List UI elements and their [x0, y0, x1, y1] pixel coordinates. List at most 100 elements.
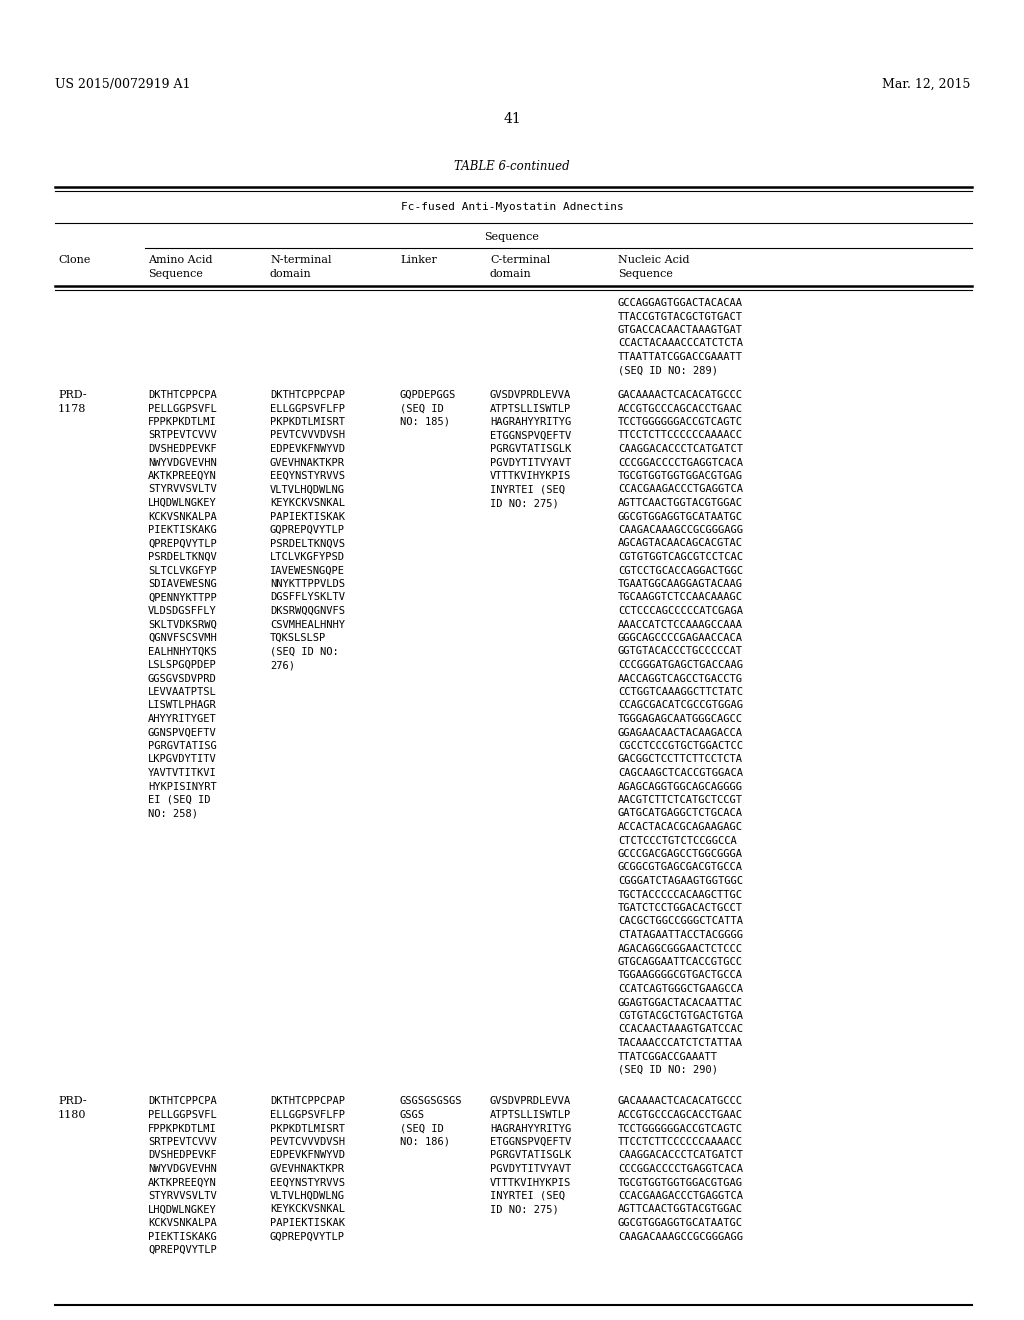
Text: PKPKDTLMISRT: PKPKDTLMISRT	[270, 1123, 345, 1134]
Text: QPREPQVYTLP: QPREPQVYTLP	[148, 539, 217, 549]
Text: (SEQ ID NO: 289): (SEQ ID NO: 289)	[618, 366, 718, 375]
Text: LHQDWLNGKEY: LHQDWLNGKEY	[148, 1204, 217, 1214]
Text: NNYKTTPPVLDS: NNYKTTPPVLDS	[270, 579, 345, 589]
Text: QPENNYKTTPP: QPENNYKTTPP	[148, 593, 217, 602]
Text: CCCGGACCCCTGAGGTCACA: CCCGGACCCCTGAGGTCACA	[618, 1164, 743, 1173]
Text: CSVMHEALHNHY: CSVMHEALHNHY	[270, 619, 345, 630]
Text: TTCCTCTTCCCCCCAAAACC: TTCCTCTTCCCCCCAAAACC	[618, 430, 743, 441]
Text: TGCTACCCCCACAАGCTTGC: TGCTACCCCCACAАGCTTGC	[618, 890, 743, 899]
Text: GVEVHNAKTKPR: GVEVHNAKTKPR	[270, 1164, 345, 1173]
Text: GQPDEPGGS: GQPDEPGGS	[400, 389, 457, 400]
Text: NO: 186): NO: 186)	[400, 1137, 450, 1147]
Text: CAAGACAAAGCCGCGGGAGG: CAAGACAAAGCCGCGGGAGG	[618, 1232, 743, 1242]
Text: CCTGGTCАAAGGCTTCTATC: CCTGGTCАAAGGCTTCTATC	[618, 686, 743, 697]
Text: NO: 185): NO: 185)	[400, 417, 450, 426]
Text: PGRGVTATISGLK: PGRGVTATISGLK	[490, 1151, 571, 1160]
Text: PEVTCVVVDVSH: PEVTCVVVDVSH	[270, 430, 345, 441]
Text: CGCCTCCCGTGCTGGACTCC: CGCCTCCCGTGCTGGACTCC	[618, 741, 743, 751]
Text: (SEQ ID NO: 290): (SEQ ID NO: 290)	[618, 1065, 718, 1074]
Text: (SEQ ID: (SEQ ID	[400, 1123, 443, 1134]
Text: GCGGCGTGAGCGACGTGCCA: GCGGCGTGAGCGACGTGCCA	[618, 862, 743, 873]
Text: AGACAGGCGGGAACTCTCCC: AGACAGGCGGGAACTCTCCC	[618, 944, 743, 953]
Text: HAGRAHYYRITYG: HAGRAHYYRITYG	[490, 417, 571, 426]
Text: AGTTCAACTGGTACGTGGAC: AGTTCAACTGGTACGTGGAC	[618, 498, 743, 508]
Text: US 2015/0072919 A1: US 2015/0072919 A1	[55, 78, 190, 91]
Text: PEVTCVVVDVSH: PEVTCVVVDVSH	[270, 1137, 345, 1147]
Text: AGCAGTACAACАGCACGTAC: AGCAGTACAACАGCACGTAC	[618, 539, 743, 549]
Text: TTATCGGACCGAAATT: TTATCGGACCGAAATT	[618, 1052, 718, 1061]
Text: KCKVSNKALPA: KCKVSNKALPA	[148, 511, 217, 521]
Text: HYKPISINYRT: HYKPISINYRT	[148, 781, 217, 792]
Text: GGCGTGGAGGTGCATAATGC: GGCGTGGAGGTGCATAATGC	[618, 1218, 743, 1228]
Text: DKTHTCPPCPAP: DKTHTCPPCPAP	[270, 1097, 345, 1106]
Text: TACAАACCCАTCTCTATТAA: TACAАACCCАTCTCTATТAA	[618, 1038, 743, 1048]
Text: STYRVVSVLTV: STYRVVSVLTV	[148, 484, 217, 495]
Text: TTACCGTGTACGCTGTGACT: TTACCGTGTACGCTGTGACT	[618, 312, 743, 322]
Text: VLTVLHQDWLNG: VLTVLHQDWLNG	[270, 484, 345, 495]
Text: GVEVHNAKTKPR: GVEVHNAKTKPR	[270, 458, 345, 467]
Text: LSLSPGQPDEP: LSLSPGQPDEP	[148, 660, 217, 671]
Text: TGGGAGAGCAATGGGCAGCC: TGGGAGAGCAATGGGCAGCC	[618, 714, 743, 723]
Text: ELLGGPSVFLFP: ELLGGPSVFLFP	[270, 1110, 345, 1119]
Text: CTATAGAATTACCTACGGGG: CTATAGAATTACCTACGGGG	[618, 931, 743, 940]
Text: QPREPQVYTLP: QPREPQVYTLP	[148, 1245, 217, 1255]
Text: PRD-: PRD-	[58, 1097, 87, 1106]
Text: PELLGGPSVFL: PELLGGPSVFL	[148, 404, 217, 413]
Text: Sequence: Sequence	[484, 232, 540, 242]
Text: LISWTLPHAGR: LISWTLPHAGR	[148, 701, 217, 710]
Text: Sequence: Sequence	[148, 269, 203, 279]
Text: EDPEVKFNWYVD: EDPEVKFNWYVD	[270, 1151, 345, 1160]
Text: CTCTCCCTGTCTCCGGCCA: CTCTCCCTGTCTCCGGCCA	[618, 836, 736, 846]
Text: SLTCLVKGFYP: SLTCLVKGFYP	[148, 565, 217, 576]
Text: EEQYNSTYRVVS: EEQYNSTYRVVS	[270, 1177, 345, 1188]
Text: NWYVDGVEVHN: NWYVDGVEVHN	[148, 1164, 217, 1173]
Text: GCCCGACGAGCCTGGCGGGA: GCCCGACGAGCCTGGCGGGA	[618, 849, 743, 859]
Text: ACCACTACACGCAGAAGAGC: ACCACTACACGCAGAAGAGC	[618, 822, 743, 832]
Text: TGAATGGCAAGGAGTACAAG: TGAATGGCAAGGAGTACAAG	[618, 579, 743, 589]
Text: YAVTVTITKVI: YAVTVTITKVI	[148, 768, 217, 777]
Text: PSRDELTKNQVS: PSRDELTKNQVS	[270, 539, 345, 549]
Text: DKTHTCPPCPA: DKTHTCPPCPA	[148, 1097, 217, 1106]
Text: PRD-: PRD-	[58, 389, 87, 400]
Text: Nucleic Acid: Nucleic Acid	[618, 255, 689, 265]
Text: GACAAAACTCACACATGCCC: GACAAAACTCACACATGCCC	[618, 1097, 743, 1106]
Text: AACCAGGTCAGCCTGACCTG: AACCAGGTCAGCCTGACCTG	[618, 673, 743, 684]
Text: Amino Acid: Amino Acid	[148, 255, 213, 265]
Text: ATPTSLLISWTLP: ATPTSLLISWTLP	[490, 1110, 571, 1119]
Text: DVSHEDPEVKF: DVSHEDPEVKF	[148, 444, 217, 454]
Text: LEVVAATPTSL: LEVVAATPTSL	[148, 686, 217, 697]
Text: EDPEVKFNWYVD: EDPEVKFNWYVD	[270, 444, 345, 454]
Text: LTCLVKGFYPSD: LTCLVKGFYPSD	[270, 552, 345, 562]
Text: AKTKPREEQYN: AKTKPREEQYN	[148, 1177, 217, 1188]
Text: PGVDYTITVYAVT: PGVDYTITVYAVT	[490, 1164, 571, 1173]
Text: CCAGCGACATCGCCGTGGAG: CCAGCGACATCGCCGTGGAG	[618, 701, 743, 710]
Text: 41: 41	[503, 112, 521, 125]
Text: CGTGTACGCTGTGACTGTGA: CGTGTACGCTGTGACTGTGA	[618, 1011, 743, 1020]
Text: CGGGATCTAGAAGTGGTGGC: CGGGATCTAGAAGTGGTGGC	[618, 876, 743, 886]
Text: CAAGACAAAGCCGCGGGAGG: CAAGACAAAGCCGCGGGAGG	[618, 525, 743, 535]
Text: CCACGAAGACCCTGAGGTCA: CCACGAAGACCCTGAGGTCA	[618, 1191, 743, 1201]
Text: ELLGGPSVFLFP: ELLGGPSVFLFP	[270, 404, 345, 413]
Text: ACCGTGCCCAGCACCTGAAC: ACCGTGCCCAGCACCTGAAC	[618, 1110, 743, 1119]
Text: C-terminal: C-terminal	[490, 255, 550, 265]
Text: DKTHTCPPCPA: DKTHTCPPCPA	[148, 389, 217, 400]
Text: GTGCAGGAATTCACCGTGCC: GTGCAGGAATTCACCGTGCC	[618, 957, 743, 968]
Text: 1180: 1180	[58, 1110, 86, 1119]
Text: EEQYNSTYRVVS: EEQYNSTYRVVS	[270, 471, 345, 480]
Text: SRTPEVTCVVV: SRTPEVTCVVV	[148, 1137, 217, 1147]
Text: GACGGCTCCTTCTTCCTCTA: GACGGCTCCTTCTTCCTCTA	[618, 755, 743, 764]
Text: GATGCATGAGGCTCTGCACA: GATGCATGAGGCTCTGCACA	[618, 808, 743, 818]
Text: GVSDVPRDLEVVA: GVSDVPRDLEVVA	[490, 1097, 571, 1106]
Text: CCCGGACCCCTGAGGTCACA: CCCGGACCCCTGAGGTCACA	[618, 458, 743, 467]
Text: FPPKPKDTLMI: FPPKPKDTLMI	[148, 1123, 217, 1134]
Text: Linker: Linker	[400, 255, 437, 265]
Text: GGGCAGCCCCGAGAACCACA: GGGCAGCCCCGAGAACCACA	[618, 634, 743, 643]
Text: Sequence: Sequence	[618, 269, 673, 279]
Text: ETGGNSPVQEFTV: ETGGNSPVQEFTV	[490, 430, 571, 441]
Text: GGCGTGGAGGTGCATAATGC: GGCGTGGAGGTGCATAATGC	[618, 511, 743, 521]
Text: INYRTEI (SEQ: INYRTEI (SEQ	[490, 484, 565, 495]
Text: EALHNHYTQKS: EALHNHYTQKS	[148, 647, 217, 656]
Text: domain: domain	[270, 269, 311, 279]
Text: KEYKCKVSNKAL: KEYKCKVSNKAL	[270, 498, 345, 508]
Text: VLDSDGSFFLY: VLDSDGSFFLY	[148, 606, 217, 616]
